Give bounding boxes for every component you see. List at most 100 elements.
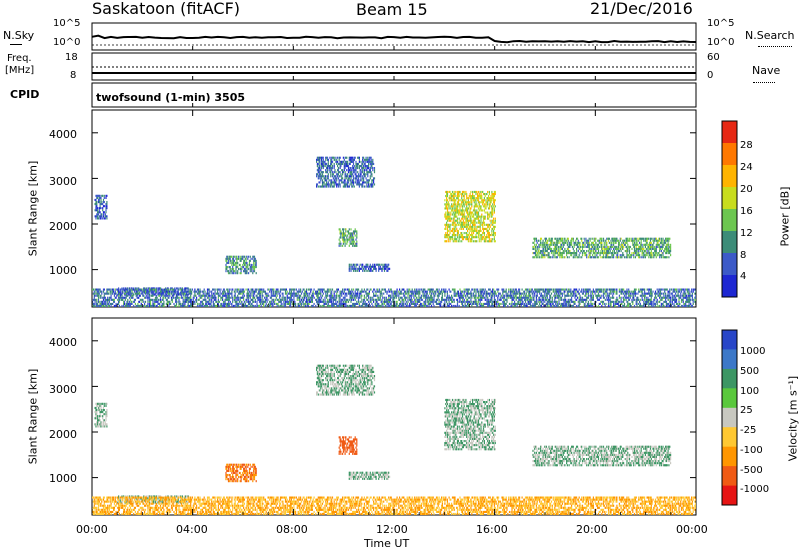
power-cell [95, 207, 97, 210]
power-cell [637, 252, 639, 255]
power-cell [216, 300, 218, 303]
power-cell [204, 294, 206, 297]
power-cell [368, 171, 370, 174]
power-cell [480, 205, 482, 208]
power-cell [489, 219, 491, 222]
power-cell [174, 287, 176, 290]
power-cell [588, 237, 590, 240]
power-cell [257, 292, 259, 295]
power-cell [250, 266, 252, 269]
power-cell [466, 193, 468, 196]
power-cell [254, 288, 256, 291]
power-cell [469, 217, 471, 220]
noise-sky-line [91, 34, 697, 44]
power-cell [215, 300, 217, 303]
power-cell [383, 296, 386, 299]
power-cell [452, 219, 454, 222]
power-cell [333, 296, 335, 299]
power-cell [374, 304, 376, 307]
power-cell [359, 263, 361, 266]
power-cell [347, 181, 350, 184]
power-cell [321, 296, 323, 299]
power-cell [224, 292, 226, 295]
power-cell [640, 243, 642, 246]
power-cell [335, 181, 337, 184]
power-cell [562, 250, 564, 253]
power-cell [119, 293, 121, 296]
power-cell [571, 243, 573, 246]
power-cell [670, 247, 672, 250]
power-cell [447, 215, 449, 218]
power-cell [318, 288, 320, 291]
power-cell [316, 185, 318, 188]
power-cell [623, 239, 625, 242]
power-cell [659, 245, 661, 248]
power-cell [608, 241, 610, 244]
power-cell [348, 298, 350, 301]
power-cell [235, 270, 237, 273]
power-cell [266, 300, 268, 303]
power-cell [580, 245, 582, 248]
power-cell [453, 203, 455, 206]
power-cell [258, 298, 260, 301]
power-cell [645, 237, 647, 240]
power-cell [346, 292, 348, 295]
power-cell [305, 290, 307, 293]
power-cell [570, 243, 572, 246]
power-cell [335, 302, 337, 305]
power-cell [630, 254, 632, 257]
power-cell [206, 300, 209, 303]
power-cell [146, 292, 148, 295]
power-cell [244, 261, 246, 264]
power-cell [452, 221, 454, 224]
power-cell [488, 227, 490, 230]
power-cell [536, 254, 538, 257]
power-cell [118, 292, 120, 295]
power-cell [365, 165, 367, 168]
power-cell [323, 304, 325, 307]
power-cell [348, 177, 350, 180]
power-cell [450, 207, 452, 210]
power-cell [97, 201, 100, 204]
power-cell [330, 298, 332, 301]
power-cell [284, 298, 287, 301]
power-cell [129, 302, 131, 305]
power-cell [106, 215, 108, 218]
power-cell [285, 292, 287, 295]
power-scatter-region [92, 288, 696, 307]
power-cell [459, 223, 461, 226]
power-cell [532, 252, 534, 255]
power-cell [215, 304, 217, 307]
power-cell [597, 256, 599, 259]
power-cell [607, 245, 610, 248]
power-cell [239, 288, 241, 291]
power-cell [409, 288, 411, 291]
power-cell [186, 300, 188, 303]
power-cell [201, 302, 204, 305]
power-cell [456, 195, 459, 198]
power-cell [190, 288, 192, 291]
power-cell [603, 243, 605, 246]
power-cell [187, 293, 189, 296]
power-cell [605, 239, 607, 242]
power-cell [321, 175, 324, 178]
power-cell [581, 247, 584, 250]
power-cell [293, 292, 295, 295]
power-cell [590, 237, 592, 240]
power-cell [654, 247, 656, 250]
power-cell [269, 296, 271, 299]
power-cell [586, 254, 588, 257]
power-cell [317, 169, 319, 172]
power-cell [99, 201, 101, 204]
power-cell [102, 198, 105, 201]
power-cell [251, 302, 253, 305]
power-cell [455, 199, 457, 202]
power-cell [472, 232, 475, 235]
power-cell [489, 240, 491, 243]
power-cell [455, 234, 457, 237]
power-cell [326, 294, 328, 297]
power-cell [357, 298, 360, 301]
power-cell [124, 290, 126, 293]
power-cell [635, 254, 637, 257]
power-cell [476, 227, 478, 230]
